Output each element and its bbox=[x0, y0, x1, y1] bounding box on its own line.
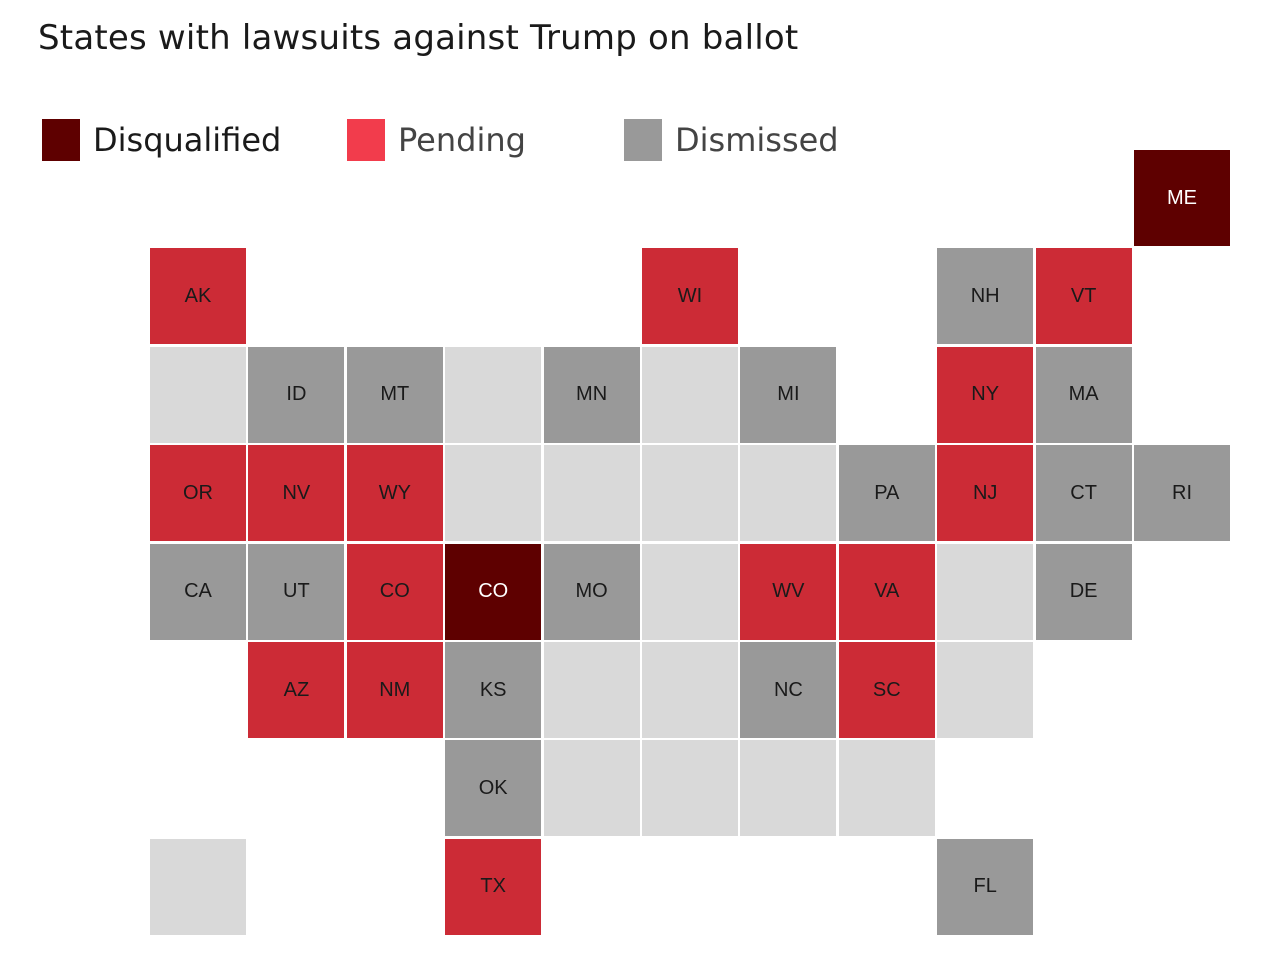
tile-wi-pending: WI bbox=[641, 247, 739, 346]
tile-wy-pending: WY bbox=[345, 444, 444, 543]
tile-mt-dismissed: MT bbox=[345, 345, 444, 444]
tile-wv-pending: WV bbox=[739, 542, 838, 641]
tile-ca-dismissed: CA bbox=[149, 542, 247, 641]
legend-item-dismissed: Dismissed bbox=[624, 118, 839, 162]
tile-id-dismissed: ID bbox=[247, 345, 346, 444]
tile-blank-5-3 bbox=[641, 444, 739, 543]
tile-blank-3-3 bbox=[444, 444, 543, 543]
legend-item-pending: Pending bbox=[347, 118, 526, 162]
legend-label-disqualified: Disqualified bbox=[93, 121, 282, 159]
tile-blank-5-5 bbox=[641, 641, 739, 739]
tile-ks-dismissed: KS bbox=[444, 641, 543, 739]
tile-blank-0-2 bbox=[149, 345, 247, 444]
tile-ak-pending: AK bbox=[149, 247, 247, 346]
tile-blank-5-4 bbox=[641, 542, 739, 641]
tile-ut-dismissed: UT bbox=[247, 542, 346, 641]
map-title: States with lawsuits against Trump on ba… bbox=[38, 18, 799, 58]
tile-sc-pending: SC bbox=[837, 641, 936, 739]
tile-az-pending: AZ bbox=[247, 641, 346, 739]
legend-label-dismissed: Dismissed bbox=[675, 121, 839, 159]
legend-item-disqualified: Disqualified bbox=[42, 118, 281, 162]
tile-blank-6-3 bbox=[739, 444, 838, 543]
legend-label-pending: Pending bbox=[398, 121, 526, 159]
tile-co-pending: CO bbox=[345, 542, 444, 641]
tile-blank-8-4 bbox=[936, 542, 1035, 641]
tile-ok-dismissed: OK bbox=[444, 739, 543, 838]
tile-mo-dismissed: MO bbox=[542, 542, 641, 641]
tile-co-disqualified: CO bbox=[444, 542, 543, 641]
tile-mi-dismissed: MI bbox=[739, 345, 838, 444]
tile-ri-dismissed: RI bbox=[1133, 444, 1231, 543]
tile-de-dismissed: DE bbox=[1034, 542, 1133, 641]
tile-ma-dismissed: MA bbox=[1034, 345, 1133, 444]
tile-blank-0-7 bbox=[149, 837, 247, 936]
tile-nm-pending: NM bbox=[345, 641, 444, 739]
tile-blank-7-6 bbox=[837, 739, 936, 838]
tile-blank-3-2 bbox=[444, 345, 543, 444]
tile-mn-dismissed: MN bbox=[542, 345, 641, 444]
tile-blank-4-3 bbox=[542, 444, 641, 543]
tile-fl-dismissed: FL bbox=[936, 837, 1035, 936]
tile-blank-4-6 bbox=[542, 739, 641, 838]
tile-blank-4-5 bbox=[542, 641, 641, 739]
legend-swatch-pending bbox=[347, 119, 385, 161]
tile-nh-dismissed: NH bbox=[936, 247, 1035, 346]
tile-nj-pending: NJ bbox=[936, 444, 1035, 543]
tile-blank-6-6 bbox=[739, 739, 838, 838]
tile-nc-dismissed: NC bbox=[739, 641, 838, 739]
legend-swatch-disqualified bbox=[42, 119, 80, 161]
tile-blank-5-6 bbox=[641, 739, 739, 838]
tile-va-pending: VA bbox=[837, 542, 936, 641]
legend-swatch-dismissed bbox=[624, 119, 662, 161]
tile-me-disqualified: ME bbox=[1133, 149, 1231, 247]
tile-or-pending: OR bbox=[149, 444, 247, 543]
tile-tx-pending: TX bbox=[444, 837, 543, 936]
tile-ny-pending: NY bbox=[936, 345, 1035, 444]
tile-ct-dismissed: CT bbox=[1034, 444, 1133, 543]
tile-blank-8-5 bbox=[936, 641, 1035, 739]
tile-pa-dismissed: PA bbox=[837, 444, 936, 543]
tile-blank-5-2 bbox=[641, 345, 739, 444]
tile-nv-pending: NV bbox=[247, 444, 346, 543]
tile-vt-pending: VT bbox=[1034, 247, 1133, 346]
